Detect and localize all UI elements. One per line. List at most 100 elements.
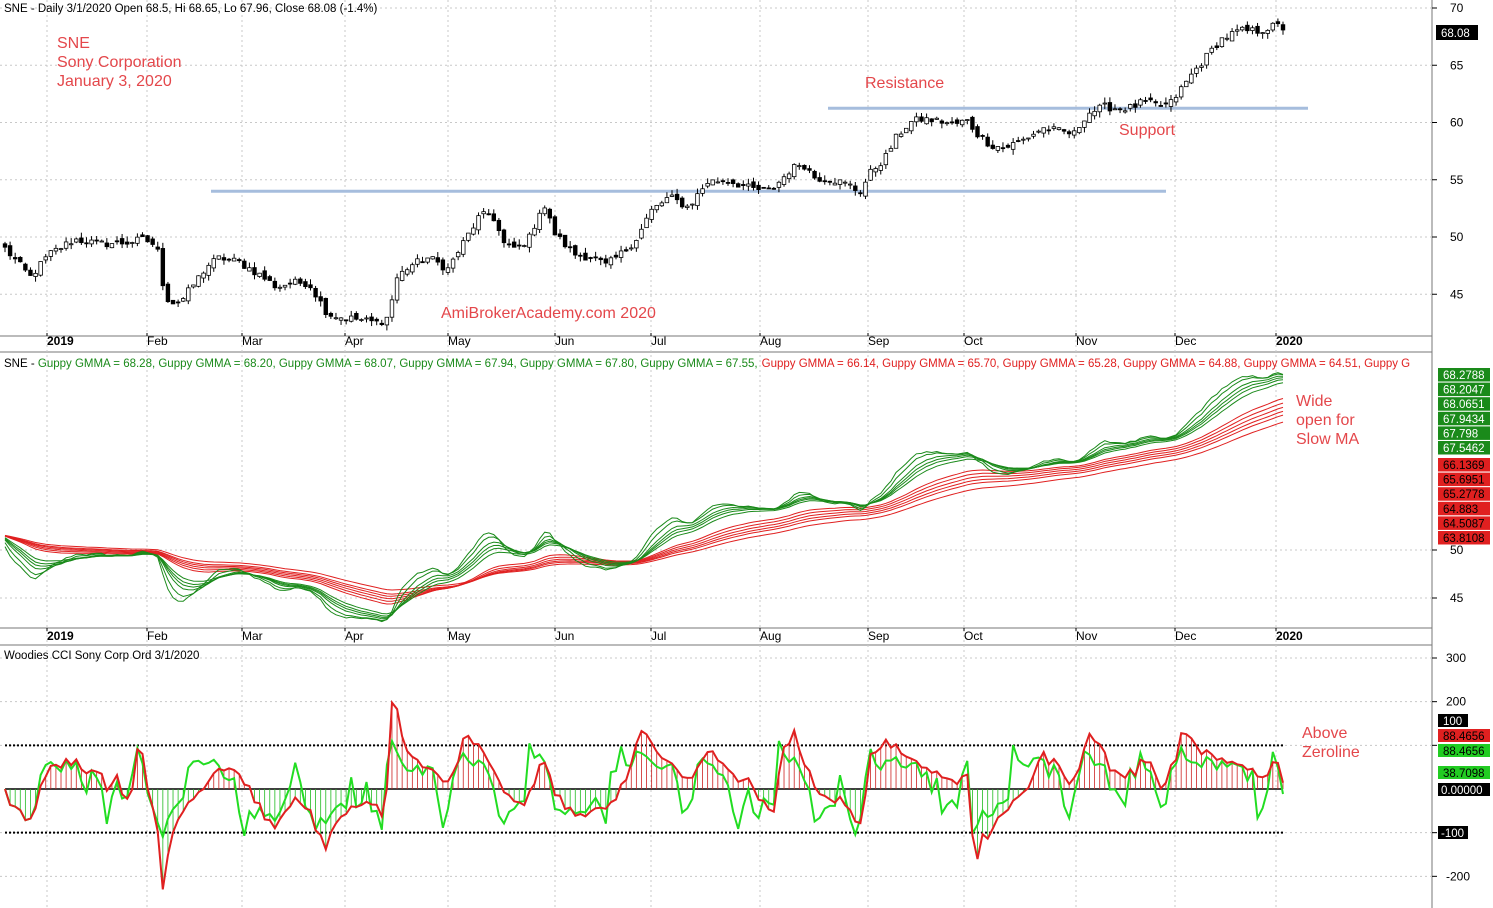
candle-body — [995, 146, 1001, 151]
candle-body — [323, 297, 328, 315]
candle-body — [853, 185, 858, 191]
month-label: Jun — [555, 334, 574, 348]
candle-body — [471, 227, 476, 235]
candle-body — [287, 282, 293, 285]
candle-body — [842, 181, 848, 184]
candle-body — [170, 299, 176, 305]
candle-body — [970, 116, 975, 130]
candle-body — [1117, 108, 1123, 111]
candle-body — [893, 133, 899, 149]
candle-body — [944, 122, 950, 125]
candle-body — [735, 183, 741, 188]
candle-body — [924, 117, 929, 125]
resistance-label: Resistance — [865, 75, 944, 92]
candle-body — [53, 247, 59, 252]
candle-body — [1102, 102, 1107, 105]
candle-body — [827, 180, 833, 183]
month-label: Jun — [555, 629, 574, 643]
candle-body — [873, 168, 878, 173]
candle-body — [486, 213, 491, 216]
gmma-fast-line — [4, 382, 1284, 615]
candle-body — [583, 252, 588, 261]
month-label: Dec — [1175, 629, 1196, 643]
candle-body — [124, 241, 130, 245]
candle-body — [730, 179, 736, 184]
candle-body — [481, 211, 486, 215]
gmma-fast-badge — [1438, 411, 1490, 426]
candle-body — [130, 242, 135, 244]
candle-body — [1112, 108, 1118, 111]
candle-body — [33, 272, 38, 277]
month-label: 2019 — [47, 334, 74, 348]
candle-body — [175, 301, 181, 304]
candle-body — [430, 256, 435, 260]
gmma-fast-badge — [1438, 426, 1490, 440]
candle-body — [1046, 129, 1051, 132]
panel-frames — [0, 0, 1433, 908]
candle-body — [7, 245, 13, 257]
candle-body — [28, 269, 33, 276]
gmma-slow-line — [4, 406, 1284, 600]
candle-body — [267, 276, 272, 281]
gmma-slow-line — [4, 414, 1284, 595]
candle-body — [272, 280, 278, 289]
candle-body — [119, 238, 125, 245]
candle-body — [1138, 99, 1143, 106]
candle-body — [700, 188, 705, 194]
month-label: Oct — [964, 629, 983, 643]
gmma-fast-value: 68.0651 — [1443, 399, 1485, 411]
gmma-slow-line — [4, 398, 1284, 605]
candle-body — [196, 275, 201, 287]
candle-body — [573, 245, 578, 256]
candle-body — [807, 168, 812, 171]
candle-body — [1036, 130, 1041, 133]
cci-panel-header: Woodies CCI Sony Corp Ord 3/1/2020 — [4, 650, 199, 662]
cci-zero-label: 0.00000 — [1441, 785, 1483, 797]
candle-body — [293, 278, 298, 285]
candle-body — [802, 164, 807, 170]
candle-body — [725, 182, 731, 184]
candle-body — [613, 254, 619, 258]
month-label: Dec — [1175, 334, 1196, 348]
candle-body — [537, 212, 542, 230]
gmma-fast-header: Guppy GMMA = 68.28, Guppy GMMA = 68.20, … — [38, 358, 758, 370]
candle-body — [939, 120, 945, 124]
candle-body — [623, 249, 629, 252]
candle-body — [94, 239, 99, 242]
candle-body — [206, 264, 211, 276]
month-label: Jul — [651, 334, 666, 348]
candle-body — [1016, 140, 1021, 142]
candle-body — [634, 239, 639, 249]
candle-body — [84, 242, 89, 245]
candle-body — [455, 252, 461, 258]
candle-body — [832, 182, 838, 186]
cci-lower-label: -100 — [1441, 828, 1464, 840]
note-wide: Wide — [1296, 393, 1333, 410]
candle-body — [1087, 112, 1092, 123]
candle-body — [420, 261, 425, 264]
gmma-slow-badge — [1438, 458, 1490, 472]
cci-red-label: 88.4656 — [1443, 731, 1485, 743]
gmma-slow-value: 63.8108 — [1443, 533, 1485, 545]
candle-body — [904, 127, 909, 134]
candle-body — [547, 208, 553, 219]
candle-body — [1092, 110, 1097, 117]
candle-body — [359, 319, 364, 321]
candle-body — [318, 296, 323, 302]
price-candles — [2, 18, 1286, 331]
cci-tick-label: 300 — [1446, 651, 1466, 665]
gmma-fast-badge — [1438, 397, 1490, 411]
candle-body — [1229, 31, 1235, 42]
candle-body — [374, 318, 379, 322]
candle-body — [440, 259, 446, 271]
candle-body — [43, 256, 48, 261]
candle-body — [674, 193, 680, 201]
candle-body — [578, 254, 583, 257]
candle-body — [919, 116, 924, 122]
candle-body — [145, 235, 150, 243]
month-label: Feb — [147, 334, 168, 348]
candle-body — [12, 257, 18, 260]
candle-body — [542, 207, 547, 215]
price-tick-label: 60 — [1450, 116, 1464, 130]
price-tick-label: 45 — [1450, 287, 1464, 301]
